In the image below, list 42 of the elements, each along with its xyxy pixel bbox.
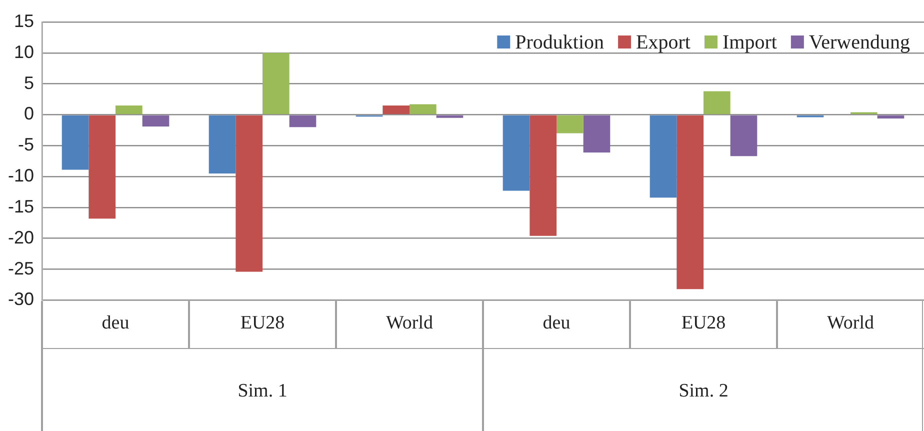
y-tick-label: -5: [18, 134, 34, 155]
bar: [62, 115, 89, 170]
x-tick-label: EU28: [681, 312, 726, 334]
y-tick-label: -25: [8, 258, 34, 278]
x-tick-label: EU28: [240, 312, 285, 334]
bar: [88, 115, 116, 219]
x-tick-label: deu: [102, 312, 130, 334]
bar: [502, 115, 530, 191]
x-tick-label: World: [386, 312, 434, 334]
legend-label: Export: [636, 31, 691, 54]
bar: [236, 115, 263, 272]
bar: [704, 91, 730, 114]
bar: [410, 104, 436, 114]
bar: [530, 115, 557, 236]
bar: [650, 115, 677, 198]
y-tick-label: 10: [14, 42, 34, 62]
bar: [142, 115, 170, 126]
y-tick-label: 5: [24, 72, 34, 93]
bar: [208, 115, 236, 174]
legend-label: Verwendung: [808, 31, 910, 54]
y-tick-label: 15: [14, 10, 34, 31]
bar: [116, 105, 142, 114]
y-tick-label: -10: [8, 166, 34, 186]
x-tick-label: deu: [542, 312, 571, 334]
bar: [730, 115, 758, 156]
bar: [262, 52, 290, 114]
y-tick-label: -20: [8, 227, 34, 248]
text: Sim. 2: [678, 380, 728, 402]
y-tick-label: -30: [8, 289, 34, 310]
x-tick-label: World: [826, 312, 875, 334]
bar: [556, 115, 584, 134]
bar: [583, 115, 610, 152]
bar: [436, 115, 464, 118]
bar: [382, 105, 410, 114]
bar: [676, 115, 704, 290]
bar: [289, 115, 316, 128]
y-tick-label: -15: [8, 196, 34, 216]
bar: [877, 115, 904, 118]
text: Sim. 1: [238, 380, 288, 402]
legend-label: Import: [722, 31, 778, 54]
legend-label: Produktion: [515, 31, 604, 54]
y-tick-label: 0: [24, 104, 34, 124]
